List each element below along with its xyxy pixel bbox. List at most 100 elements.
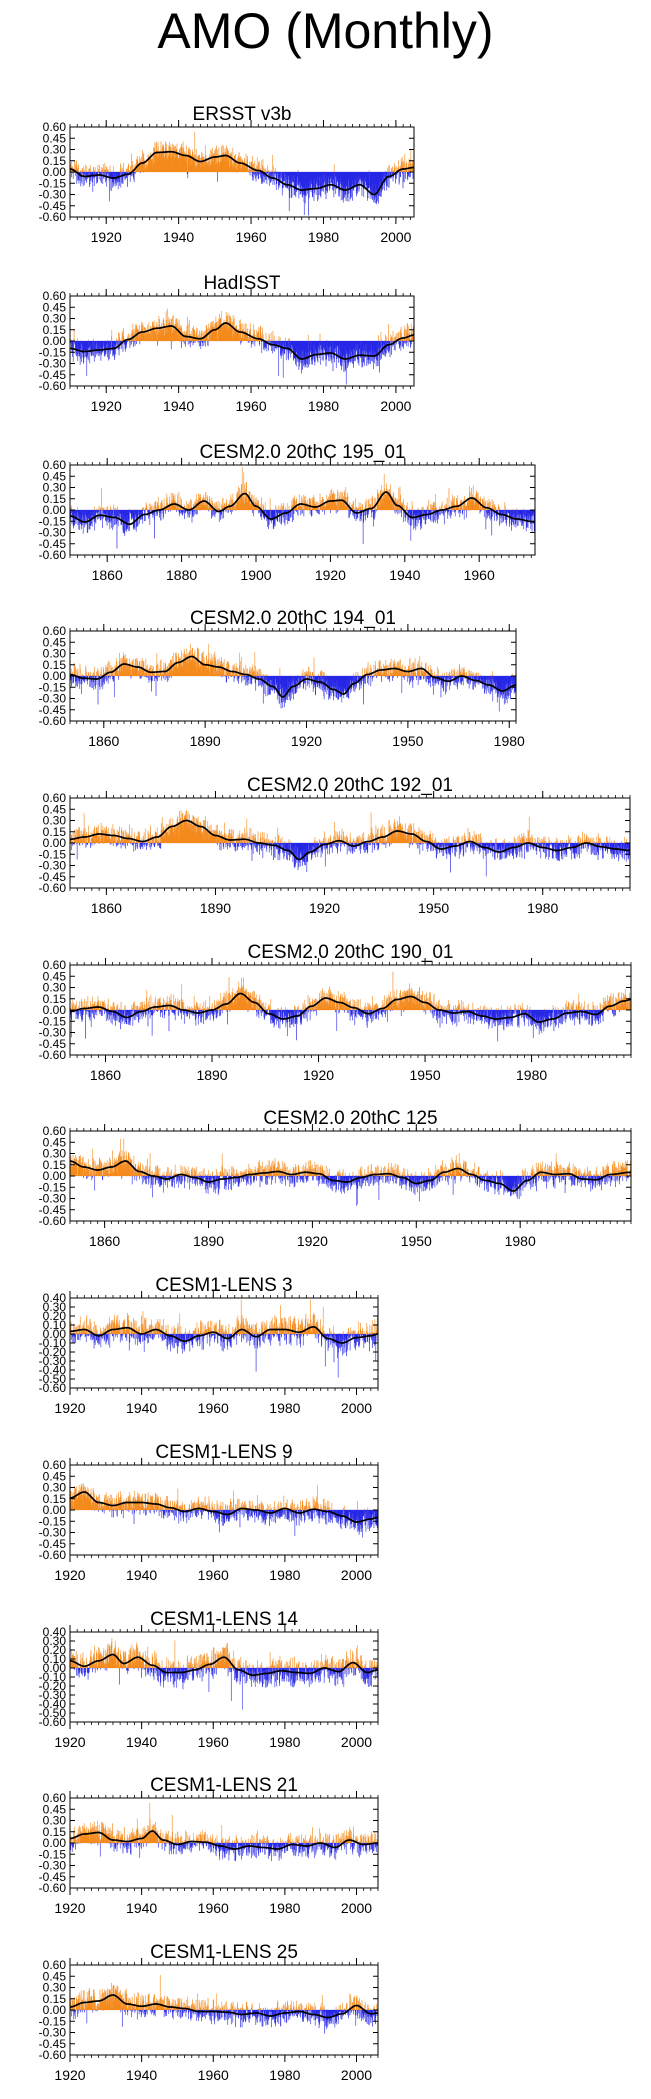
smoothed-line [69, 322, 415, 360]
y-tick-label: 0.00 [43, 165, 67, 179]
negative-bars [71, 842, 631, 877]
y-tick-label: 0.20 [43, 1309, 67, 1323]
y-tick-label: 0.15 [43, 1825, 67, 1839]
y-tick-label: 0.45 [43, 1135, 67, 1149]
y-tick-label: 0.00 [43, 1169, 67, 1183]
y-tick-label: -0.30 [39, 1859, 67, 1873]
chart-title: CESM2.0 20thC 190_01 [248, 942, 454, 963]
y-tick-label: -0.15 [39, 514, 67, 528]
chart-panel-7: CESM2.0 20thC 125 -0.60-0.45-0.30-0.150.0… [39, 1108, 632, 1249]
x-tick-label: 1890 [196, 1067, 227, 1083]
negative-bars [83, 1175, 632, 1206]
x-tick-label: 1920 [54, 1734, 85, 1750]
x-tick-label: 1950 [418, 900, 449, 916]
y-tick-label: -0.10 [39, 1670, 67, 1684]
y-tick-label: 0.60 [43, 791, 67, 805]
smoothed-line [69, 1491, 379, 1523]
x-tick-label: 1980 [269, 1567, 300, 1583]
y-tick-label: -0.15 [39, 1014, 67, 1028]
chart-panel-6: CESM2.0 20thC 190_01 -0.60-0.45-0.30-0.15… [39, 942, 632, 1083]
smoothed-line [69, 1653, 379, 1677]
positive-bars [69, 1138, 631, 1177]
y-tick-label: -0.60 [39, 210, 67, 224]
y-tick-label: 0.60 [43, 624, 67, 638]
y-tick-label: 0.45 [43, 300, 67, 314]
chart-title: CESM1-LENS 9 [155, 1442, 292, 1463]
chart-title: CESM2.0 20thC 195_01 [200, 442, 406, 463]
y-tick-label: -0.45 [39, 1870, 67, 1884]
y-tick-label: 0.15 [43, 825, 67, 839]
y-tick-label: 0.15 [43, 658, 67, 672]
y-tick-label: -0.45 [39, 537, 67, 551]
y-tick-label: -0.45 [39, 1037, 67, 1051]
y-tick-label: 0.00 [43, 669, 67, 683]
x-tick-label: 2000 [341, 1734, 372, 1750]
y-tick-label: -0.45 [39, 199, 67, 213]
x-tick-label: 1950 [409, 1067, 440, 1083]
x-tick-label: 1890 [193, 1233, 224, 1249]
x-tick-label: 1940 [163, 229, 194, 245]
x-tick-label: 2000 [341, 1567, 372, 1583]
smoothed-line [69, 655, 517, 698]
positive-bars [69, 1975, 379, 2011]
y-tick-label: 0.15 [43, 154, 67, 168]
y-tick-label: -0.15 [39, 2014, 67, 2028]
y-tick-label: -0.60 [39, 1381, 67, 1395]
x-tick-label: 2000 [341, 1900, 372, 1916]
negative-bars [69, 340, 413, 385]
y-tick-label: 0.15 [43, 1992, 67, 2006]
x-tick-label: 1980 [527, 900, 558, 916]
chart-panel-5: CESM2.0 20thC 192_01 -0.60-0.45-0.30-0.15… [39, 775, 631, 916]
y-tick-label: 0.60 [43, 1124, 67, 1138]
y-tick-label: -0.30 [39, 526, 67, 540]
chart-panel-3: CESM2.0 20thC 195_01 -0.60-0.45-0.30-0.15… [39, 442, 536, 583]
negative-bars [74, 1667, 378, 1710]
x-tick-label: 1960 [235, 398, 266, 414]
y-tick-label: -0.15 [39, 680, 67, 694]
y-tick-label: -0.60 [39, 548, 67, 562]
y-tick-label: 0.60 [43, 1458, 67, 1472]
y-tick-label: -0.30 [39, 1688, 67, 1702]
chart-panel-2: HadISST-0.60-0.45-0.30-0.150.000.150.300… [39, 273, 415, 414]
y-tick-label: 0.60 [43, 1791, 67, 1805]
x-tick-label: 1940 [126, 1567, 157, 1583]
x-tick-label: 1920 [54, 1900, 85, 1916]
y-tick-label: -0.60 [39, 714, 67, 728]
y-tick-label: -0.40 [39, 1697, 67, 1711]
y-tick-label: 0.00 [43, 2003, 67, 2017]
y-tick-label: -0.15 [39, 1180, 67, 1194]
y-tick-label: 0.10 [43, 1318, 67, 1332]
negative-bars [71, 1333, 379, 1378]
negative-bars [71, 2009, 378, 2034]
y-tick-label: -0.15 [39, 176, 67, 190]
y-tick-label: -0.30 [39, 188, 67, 202]
x-tick-label: 1940 [126, 2067, 157, 2083]
y-tick-label: 0.10 [43, 1652, 67, 1666]
positive-bars [69, 1638, 379, 1669]
plot-frame [69, 1631, 379, 1723]
positive-bars [70, 971, 632, 1011]
x-tick-label: 1920 [297, 1233, 328, 1249]
y-tick-label: 0.30 [43, 814, 67, 828]
y-tick-label: 0.60 [43, 458, 67, 472]
x-tick-label: 1920 [309, 900, 340, 916]
chart-title: CESM2.0 20thC 192_01 [247, 775, 453, 796]
y-tick-label: -0.30 [39, 357, 67, 371]
y-tick-label: 0.45 [43, 1469, 67, 1483]
y-tick-label: -0.50 [39, 1706, 67, 1720]
y-tick-label: 0.30 [43, 1981, 67, 1995]
x-tick-label: 1960 [198, 1400, 229, 1416]
chart-panel-4: CESM2.0 20thC 194_01 -0.60-0.45-0.30-0.15… [39, 608, 525, 749]
x-tick-label: 1960 [198, 1900, 229, 1916]
x-tick-label: 1860 [88, 733, 119, 749]
y-tick-label: -0.20 [39, 1679, 67, 1693]
y-tick-label: -0.50 [39, 1372, 67, 1386]
positive-bars [69, 1802, 379, 1844]
y-tick-label: 0.00 [43, 1327, 67, 1341]
y-tick-label: 0.45 [43, 469, 67, 483]
x-tick-label: 1980 [269, 1734, 300, 1750]
negative-bars [70, 1842, 378, 1862]
y-tick-label: -0.60 [39, 1048, 67, 1062]
chart-panel-10: CESM1-LENS 14 -0.60-0.50-0.40-0.30-0.20-0… [39, 1609, 379, 1750]
